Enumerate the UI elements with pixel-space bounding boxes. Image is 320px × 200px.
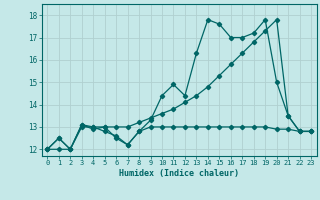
- X-axis label: Humidex (Indice chaleur): Humidex (Indice chaleur): [119, 169, 239, 178]
